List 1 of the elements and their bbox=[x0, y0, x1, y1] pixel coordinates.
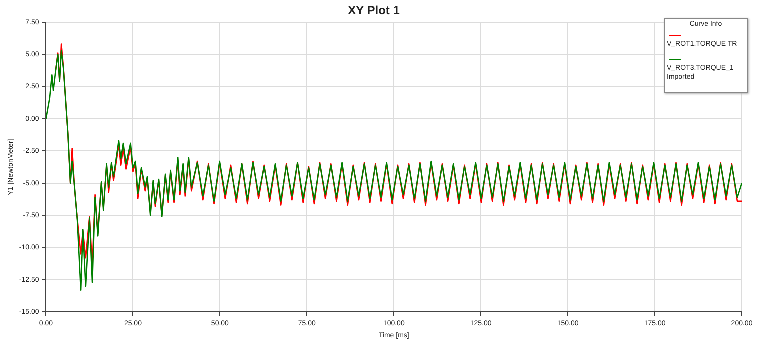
chart-title: XY Plot 1 bbox=[348, 4, 400, 18]
